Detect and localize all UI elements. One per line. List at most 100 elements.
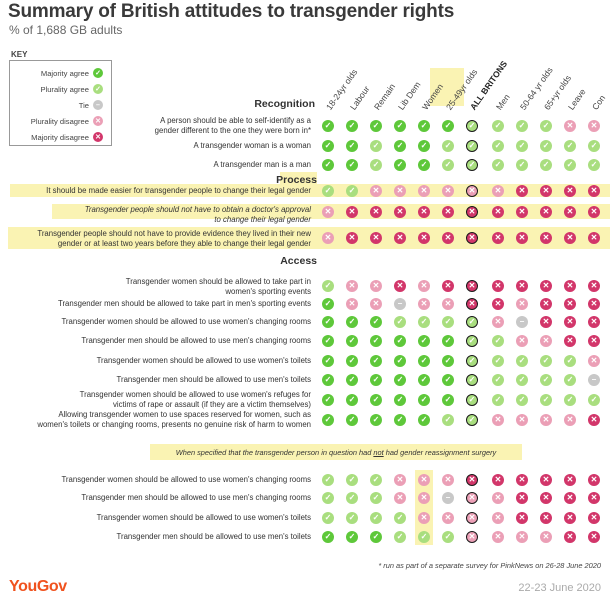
plurality-disagree-icon: ✕ <box>564 414 576 426</box>
row-label: Transgender women should be allowed to u… <box>97 356 311 366</box>
row-label-line: Transgender men should be allowed to use… <box>81 336 311 345</box>
majority-agree-icon: ✓ <box>322 414 334 426</box>
highlight-women-header <box>430 68 464 106</box>
highlight-process-row-3 <box>8 227 610 249</box>
section-recognition: Recognition <box>254 98 315 110</box>
plurality-agree-icon: ✓ <box>466 414 478 426</box>
plurality-disagree-icon: ✕ <box>588 355 600 367</box>
plurality-agree-icon: ✓ <box>442 414 454 426</box>
majority-disagree-icon: ✕ <box>564 280 576 292</box>
row-label: Transgender men should be allowed to use… <box>117 532 312 542</box>
majority-disagree-icon: ✕ <box>588 316 600 328</box>
plurality-agree-icon: ✓ <box>516 355 528 367</box>
majority-disagree-icon: ✕ <box>466 298 478 310</box>
majority-disagree-icon: ✕ <box>588 414 600 426</box>
highlight-process-header <box>280 172 317 185</box>
plurality-agree-icon: ✓ <box>370 140 382 152</box>
majority-agree-icon: ✓ <box>346 374 358 386</box>
plurality-agree-icon: ✓ <box>588 140 600 152</box>
highlight-process-row-1 <box>10 184 610 197</box>
majority-agree-icon: ✓ <box>442 335 454 347</box>
majority-agree-icon: ✓ <box>442 120 454 132</box>
majority-disagree-icon: ✕ <box>492 232 504 244</box>
majority-disagree-icon: ✕ <box>492 280 504 292</box>
plurality-agree-icon: ✓ <box>370 512 382 524</box>
plurality-agree-icon: ✓ <box>540 140 552 152</box>
majority-disagree-icon: ✕ <box>516 492 528 504</box>
chart-title: Summary of British attitudes to transgen… <box>8 1 455 22</box>
plurality-agree-icon: ✓ <box>492 140 504 152</box>
majority-agree-icon: ✓ <box>394 394 406 406</box>
plurality-disagree-icon: ✕ <box>588 120 600 132</box>
majority-disagree-icon: ✕ <box>540 280 552 292</box>
majority-disagree-icon: ✕ <box>93 132 103 142</box>
majority-agree-icon: ✓ <box>322 531 334 543</box>
plurality-disagree-icon: ✕ <box>442 185 454 197</box>
majority-agree-icon: ✓ <box>418 414 430 426</box>
plurality-disagree-icon: ✕ <box>492 185 504 197</box>
plurality-disagree-icon: ✕ <box>492 316 504 328</box>
majority-disagree-icon: ✕ <box>516 280 528 292</box>
key-item-label: Plurality disagree <box>30 116 89 126</box>
plurality-disagree-icon: ✕ <box>492 492 504 504</box>
majority-agree-icon: ✓ <box>370 355 382 367</box>
majority-disagree-icon: ✕ <box>588 474 600 486</box>
row-label: Transgender people should not have to ob… <box>85 205 311 224</box>
plurality-disagree-icon: ✕ <box>322 206 334 218</box>
plurality-disagree-icon: ✕ <box>394 474 406 486</box>
majority-agree-icon: ✓ <box>370 394 382 406</box>
majority-agree-icon: ✓ <box>322 316 334 328</box>
row-label-line: Allowing transgender women to use spaces… <box>58 410 311 419</box>
plurality-agree-icon: ✓ <box>93 84 103 94</box>
plurality-agree-icon: ✓ <box>322 492 334 504</box>
plurality-agree-icon: ✓ <box>466 374 478 386</box>
plurality-disagree-icon: ✕ <box>492 531 504 543</box>
key-item: Plurality agree ✓ <box>40 84 103 94</box>
plurality-agree-icon: ✓ <box>346 492 358 504</box>
majority-disagree-icon: ✕ <box>370 232 382 244</box>
majority-disagree-icon: ✕ <box>516 474 528 486</box>
majority-disagree-icon: ✕ <box>370 206 382 218</box>
majority-disagree-icon: ✕ <box>466 206 478 218</box>
majority-disagree-icon: ✕ <box>564 232 576 244</box>
plurality-agree-icon: ✓ <box>492 355 504 367</box>
plurality-disagree-icon: ✕ <box>466 512 478 524</box>
majority-agree-icon: ✓ <box>346 335 358 347</box>
plurality-disagree-icon: ✕ <box>516 531 528 543</box>
majority-disagree-icon: ✕ <box>394 232 406 244</box>
majority-agree-icon: ✓ <box>346 120 358 132</box>
plurality-disagree-icon: ✕ <box>466 185 478 197</box>
row-label-line: women's sporting events <box>225 286 311 296</box>
plurality-agree-icon: ✓ <box>346 474 358 486</box>
majority-agree-icon: ✓ <box>370 374 382 386</box>
plurality-agree-icon: ✓ <box>540 374 552 386</box>
majority-agree-icon: ✓ <box>322 394 334 406</box>
row-label-line: Transgender people should not have to ob… <box>84 205 311 214</box>
row-label-line: to change their legal gender <box>214 214 311 224</box>
plurality-disagree-icon: ✕ <box>370 185 382 197</box>
majority-agree-icon: ✓ <box>322 374 334 386</box>
row-label-line: A person should be able to self-identify… <box>160 116 311 125</box>
majority-disagree-icon: ✕ <box>492 206 504 218</box>
majority-agree-icon: ✓ <box>418 355 430 367</box>
majority-agree-icon: ✓ <box>322 120 334 132</box>
plurality-disagree-icon: ✕ <box>370 298 382 310</box>
plurality-disagree-icon: ✕ <box>442 512 454 524</box>
plurality-agree-icon: ✓ <box>466 120 478 132</box>
plurality-agree-icon: ✓ <box>370 159 382 171</box>
column-header: Leave <box>566 86 588 112</box>
highlight-women-column <box>415 470 433 545</box>
plurality-disagree-icon: ✕ <box>492 414 504 426</box>
majority-agree-icon: ✓ <box>322 159 334 171</box>
row-label: A person should be able to self-identify… <box>155 116 311 135</box>
plurality-agree-icon: ✓ <box>370 492 382 504</box>
row-label: Transgender women should be allowed to t… <box>126 277 311 296</box>
majority-agree-icon: ✓ <box>346 159 358 171</box>
plurality-agree-icon: ✓ <box>466 355 478 367</box>
section-process: Process <box>276 174 317 186</box>
plurality-agree-icon: ✓ <box>442 531 454 543</box>
plurality-agree-icon: ✓ <box>394 531 406 543</box>
tie-icon: – <box>442 492 454 504</box>
row-label-line: Transgender women should be allowed to u… <box>79 390 311 399</box>
plurality-disagree-icon: ✕ <box>394 492 406 504</box>
